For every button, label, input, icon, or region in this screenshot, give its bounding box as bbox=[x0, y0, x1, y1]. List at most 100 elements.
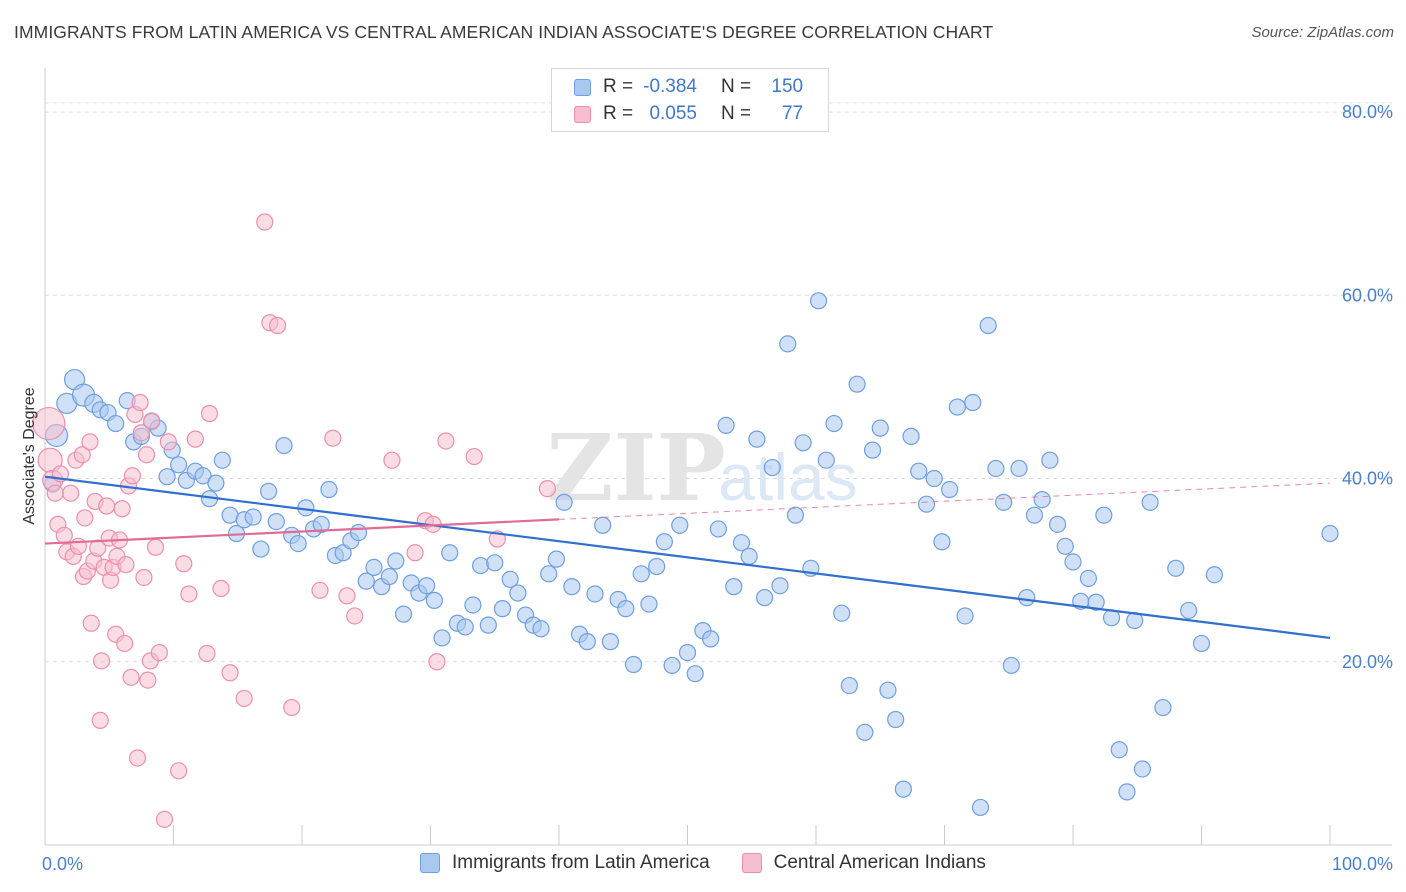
data-point-blue bbox=[1002, 656, 1020, 675]
data-point-pink bbox=[170, 762, 188, 780]
data-point-blue bbox=[894, 780, 912, 798]
data-point-blue bbox=[472, 556, 490, 575]
legend-item-latin-america[interactable]: Immigrants from Latin America bbox=[420, 852, 710, 874]
data-point-blue bbox=[259, 482, 278, 500]
data-point-pink bbox=[538, 480, 557, 498]
data-point-blue bbox=[418, 577, 436, 595]
legend-item-central-american-indians[interactable]: Central American Indians bbox=[741, 852, 986, 874]
data-point-blue bbox=[678, 644, 697, 662]
legend-row-blue: R = -0.384 N = 150 bbox=[574, 75, 803, 99]
data-points bbox=[32, 213, 1339, 828]
data-point-blue bbox=[817, 451, 835, 469]
source-label: Source: ZipAtlas.com bbox=[1251, 24, 1394, 41]
data-point-blue bbox=[540, 565, 558, 583]
data-point-pink bbox=[200, 404, 219, 423]
data-point-pink bbox=[346, 607, 364, 625]
data-point-blue bbox=[987, 459, 1005, 478]
data-point-blue bbox=[995, 493, 1013, 511]
data-point-blue bbox=[763, 458, 781, 477]
data-point-pink bbox=[212, 579, 230, 598]
data-point-pink bbox=[117, 556, 135, 574]
data-point-blue bbox=[365, 558, 383, 577]
data-point-blue bbox=[1010, 459, 1028, 478]
legend-n-value: 77 bbox=[781, 103, 804, 124]
data-point-blue bbox=[493, 600, 512, 618]
legend-label: Central American Indians bbox=[773, 852, 986, 873]
x-tick-label: 0.0% bbox=[42, 854, 83, 874]
data-point-blue bbox=[1141, 493, 1159, 511]
data-point-pink bbox=[150, 644, 168, 662]
data-point-blue bbox=[879, 681, 897, 699]
data-point-pink bbox=[221, 664, 239, 682]
data-point-blue bbox=[910, 462, 928, 480]
data-point-pink bbox=[81, 433, 99, 451]
data-point-blue bbox=[1180, 601, 1198, 620]
data-point-blue bbox=[334, 544, 352, 562]
data-point-blue bbox=[779, 335, 797, 353]
y-tick-label: 60.0% bbox=[1342, 285, 1393, 305]
data-point-blue bbox=[394, 605, 413, 623]
legend-swatch-blue bbox=[574, 78, 591, 96]
data-point-pink bbox=[146, 538, 165, 556]
data-point-blue bbox=[289, 534, 307, 553]
data-point-blue bbox=[725, 578, 743, 596]
data-point-blue bbox=[456, 618, 474, 636]
data-point-blue bbox=[312, 515, 330, 533]
data-point-blue bbox=[624, 655, 643, 674]
legend-swatch-pink bbox=[574, 105, 591, 123]
data-point-blue bbox=[320, 480, 338, 499]
data-point-pink bbox=[186, 430, 204, 448]
data-point-pink bbox=[406, 544, 424, 562]
legend-label: Immigrants from Latin America bbox=[452, 852, 710, 873]
data-point-blue bbox=[748, 430, 766, 448]
data-point-pink bbox=[123, 467, 141, 485]
data-point-blue bbox=[771, 577, 789, 595]
trend-line-blue bbox=[44, 475, 1331, 640]
data-point-blue bbox=[948, 398, 966, 416]
data-point-blue bbox=[840, 676, 859, 695]
data-point-blue bbox=[1025, 506, 1044, 524]
data-point-pink bbox=[139, 671, 157, 689]
data-point-blue bbox=[871, 419, 889, 437]
data-point-blue bbox=[601, 633, 620, 651]
data-point-pink bbox=[131, 393, 149, 412]
data-point-blue bbox=[107, 414, 125, 433]
data-point-pink bbox=[135, 568, 153, 587]
data-point-blue bbox=[594, 516, 612, 534]
chart-title: IMMIGRANTS FROM LATIN AMERICA VS CENTRAL… bbox=[14, 22, 994, 42]
data-point-blue bbox=[1095, 506, 1113, 524]
data-point-pink bbox=[116, 634, 134, 653]
data-point-pink bbox=[76, 509, 94, 527]
data-point-pink bbox=[132, 424, 150, 442]
data-point-blue bbox=[1033, 491, 1051, 509]
data-point-blue bbox=[170, 456, 188, 474]
data-point-pink bbox=[159, 433, 177, 451]
data-point-blue bbox=[632, 565, 650, 583]
data-point-blue bbox=[501, 570, 519, 588]
watermark-zip: ZIP bbox=[546, 414, 725, 522]
data-point-pink bbox=[235, 689, 253, 708]
data-point-blue bbox=[1118, 783, 1136, 801]
data-point-pink bbox=[128, 749, 147, 767]
y-axis-label: Associate's Degree bbox=[21, 387, 38, 524]
data-point-blue bbox=[640, 595, 658, 613]
data-point-blue bbox=[1041, 451, 1059, 469]
series-legend: Immigrants from Latin America Central Am… bbox=[420, 852, 1018, 874]
data-point-blue bbox=[578, 633, 596, 651]
legend-r-label: R = bbox=[603, 76, 634, 97]
data-point-blue bbox=[941, 480, 959, 499]
data-point-pink bbox=[383, 451, 401, 469]
data-point-blue bbox=[917, 495, 936, 513]
data-point-blue bbox=[902, 427, 920, 445]
data-point-blue bbox=[252, 540, 270, 558]
data-point-blue bbox=[887, 710, 905, 729]
data-point-blue bbox=[933, 533, 951, 551]
legend-n-value: 150 bbox=[771, 76, 804, 97]
data-point-pink bbox=[92, 652, 111, 670]
data-point-blue bbox=[702, 630, 720, 648]
data-point-blue bbox=[380, 567, 398, 586]
data-point-pink bbox=[465, 447, 483, 466]
data-point-blue bbox=[617, 600, 635, 618]
data-point-blue bbox=[1133, 760, 1151, 778]
